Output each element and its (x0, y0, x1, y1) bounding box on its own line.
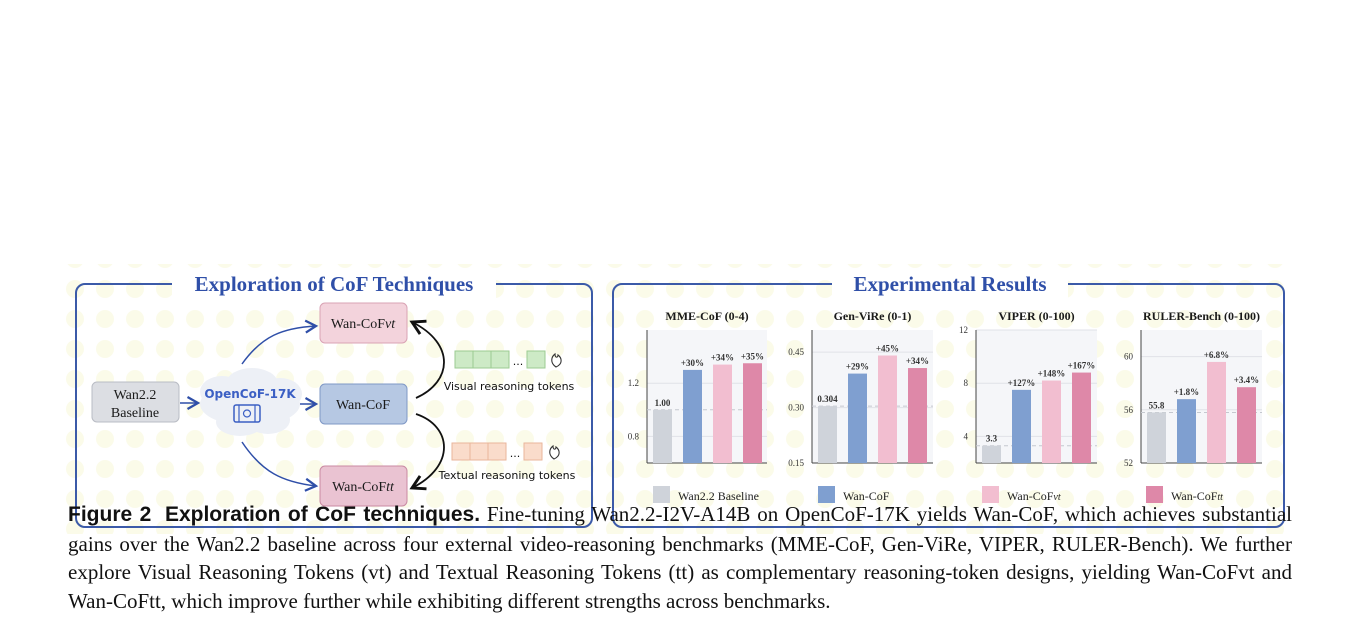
bar-value-label: +167% (1068, 361, 1096, 371)
bar (908, 368, 927, 463)
bar (1177, 399, 1196, 463)
legend-label: Wan-CoFtt (1171, 489, 1223, 503)
right-panel-title-bg (832, 270, 1068, 298)
caption-label: Figure 2 (68, 503, 152, 526)
bar (818, 406, 837, 463)
chart-legend: Wan2.2 Baseline Wan-CoF Wan-CoFvt Wan-CoFtt (653, 486, 1223, 503)
visual-tokens-label: Visual reasoning tokens (444, 380, 575, 393)
wan-cof-vt-node (319, 302, 408, 344)
bar (1042, 380, 1061, 463)
visual-token-ellipsis: ... (513, 355, 524, 368)
bar (878, 355, 897, 463)
bar (1207, 361, 1226, 463)
bar (982, 445, 1001, 463)
film-icon (233, 404, 261, 423)
left-panel-title-bg (172, 270, 496, 298)
y-tick-label: 1.2 (628, 378, 639, 388)
right-panel-title: Experimental Results (853, 272, 1046, 296)
arrow-to-tt (241, 441, 319, 492)
bar (1237, 387, 1256, 463)
left-panel: Exploration of CoF Techniques Wan2.2 Bas… (75, 270, 593, 528)
dataset-label: OpenCoF-17K (204, 387, 296, 401)
y-tick-label: 0.15 (788, 458, 804, 468)
figure-caption: Figure 2 Exploration of CoF techniques. … (68, 500, 1292, 615)
caption-title: Exploration of CoF techniques. (164, 503, 481, 526)
bar-charts: MME-CoF (0-4) 0.8 1.2 1.00 +30% +34% +35% Gen-V… (628, 309, 1262, 468)
bar (848, 373, 867, 463)
bar-value-label: 1.00 (655, 398, 671, 408)
y-tick-label: 12 (959, 325, 968, 335)
y-tick-label: 8 (964, 378, 969, 388)
bar-value-label: +148% (1038, 369, 1066, 379)
caption-area: Figure 2 Exploration of CoF techniques. … (0, 500, 1360, 628)
fire-icon-2 (549, 444, 560, 460)
legend-label: Wan-CoF (843, 489, 890, 503)
bar (683, 369, 702, 463)
textual-token-row: ... (451, 442, 543, 461)
legend-label: Wan2.2 Baseline (678, 489, 759, 503)
textual-tokens-label: Textual reasoning tokens (438, 469, 576, 482)
arrow-to-vt (241, 319, 319, 365)
caption-text: Fine-tuning Wan2.2-I2V-A14B on OpenCoF-1… (68, 502, 1292, 613)
chart-title: Gen-ViRe (0-1) (834, 309, 912, 323)
y-tick-label: 60 (1124, 352, 1134, 362)
legend-swatch (818, 486, 835, 503)
legend-label: Wan-CoFvt (1007, 489, 1061, 503)
bar-value-label: +127% (1008, 378, 1036, 388)
bar-value-label: +34% (906, 356, 929, 366)
fire-icon (551, 352, 562, 368)
bar-value-label: 55.8 (1149, 400, 1165, 410)
wan-cof-tt-node (319, 465, 408, 507)
y-tick-label: 4 (964, 431, 969, 441)
wan-cof-tt-label: Wan-CoFtt (332, 480, 395, 495)
chart-title: VIPER (0-100) (998, 309, 1074, 323)
bar-value-label: 0.304 (817, 394, 838, 404)
textual-token-ellipsis: ... (510, 447, 521, 460)
wan-cof-vt-label: Wan-CoFvt (331, 317, 396, 332)
right-panel: Experimental Results MME-CoF (0-4) 0.8 1.2… (612, 270, 1285, 528)
bar (743, 363, 762, 463)
y-tick-label: 0.45 (788, 347, 804, 357)
bar-value-label: 3.3 (986, 434, 998, 444)
bar-value-label: +6.8% (1204, 350, 1229, 360)
bar (1072, 372, 1091, 463)
y-tick-label: 0.8 (628, 431, 640, 441)
chart-title: RULER-Bench (0-100) (1143, 309, 1260, 323)
y-tick-label: 56 (1124, 405, 1134, 415)
y-tick-label: 0.30 (788, 403, 804, 413)
y-tick-label: 52 (1124, 458, 1133, 468)
baseline-node-line2: Baseline (111, 406, 159, 421)
left-panel-title: Exploration of CoF Techniques (195, 272, 474, 296)
baseline-node (91, 381, 180, 423)
legend-swatch (1146, 486, 1163, 503)
bar-value-label: +35% (741, 351, 764, 361)
bar (1012, 389, 1031, 463)
arrow-mid-to-tt (409, 413, 445, 491)
bar-value-label: +29% (846, 362, 869, 372)
bar-value-label: +3.4% (1234, 375, 1259, 385)
legend-swatch (653, 486, 670, 503)
wan-cof-label: Wan-CoF (336, 398, 390, 413)
bar-value-label: +1.8% (1174, 387, 1199, 397)
bar (653, 409, 672, 463)
baseline-node-line1: Wan2.2 (114, 388, 157, 403)
chart-title: MME-CoF (0-4) (665, 309, 748, 323)
legend-swatch (982, 486, 999, 503)
bar-value-label: +30% (681, 358, 704, 368)
wan-cof-node (319, 383, 408, 425)
bar (1147, 412, 1166, 463)
bar (713, 364, 732, 463)
bar-value-label: +45% (876, 343, 899, 353)
arrow-mid-to-vt (409, 319, 445, 399)
visual-token-row: ... (454, 350, 546, 369)
bar-value-label: +34% (711, 353, 734, 363)
